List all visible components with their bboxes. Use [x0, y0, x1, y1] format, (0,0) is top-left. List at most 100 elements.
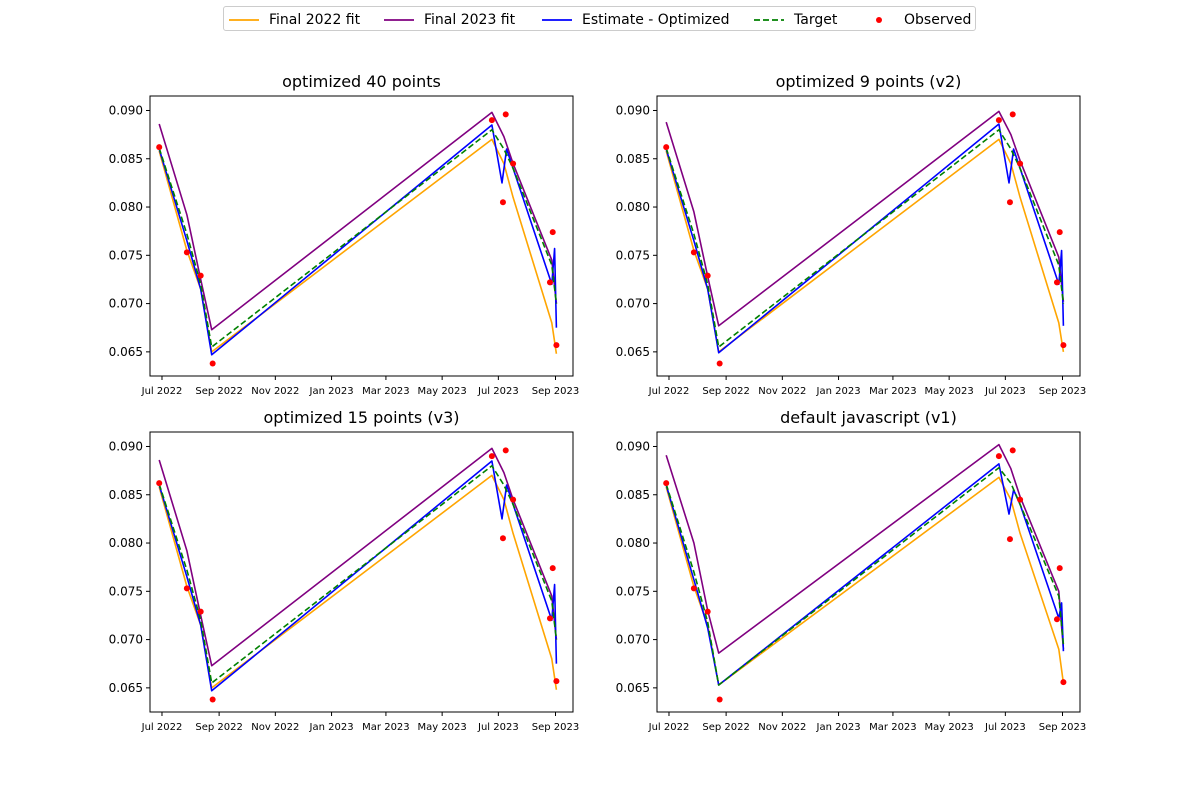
observed-point — [663, 144, 670, 151]
legend-label-estimate: Estimate - Optimized — [582, 11, 730, 28]
observed-point — [510, 496, 517, 503]
series-final-2022-fit-line — [665, 138, 1065, 353]
y-tick-label: 0.085 — [109, 152, 143, 166]
x-tick-label: Jul 2022 — [141, 722, 183, 733]
series-estimate-optimized-line — [158, 460, 558, 692]
series-estimate-optimized-line — [665, 463, 1065, 686]
observed-point — [499, 199, 506, 206]
observed-point — [488, 117, 495, 124]
series-final-2022-fit-line — [158, 138, 558, 354]
legend-label-target: Target — [794, 11, 838, 28]
legend-item-target: Target — [754, 7, 837, 32]
series-final-2023-fit-line — [158, 111, 558, 331]
plot-frame — [149, 431, 574, 713]
series-final-2022-fit-line — [158, 474, 558, 690]
observed-point — [716, 360, 723, 367]
observed-point — [1009, 111, 1016, 118]
legend-item-observed: Observed — [864, 7, 971, 32]
observed-point — [197, 608, 204, 615]
observed-point — [183, 585, 190, 592]
observed-point — [502, 447, 509, 454]
y-tick-label: 0.065 — [616, 681, 650, 695]
x-tick-label: Mar 2023 — [362, 722, 410, 733]
x-tick-label: Sep 2022 — [702, 722, 749, 733]
y-tick-label: 0.070 — [616, 297, 650, 311]
series-target-line — [665, 129, 1065, 348]
legend-label-observed: Observed — [904, 11, 972, 28]
chart-title: default javascript (v1) — [780, 408, 957, 427]
y-tick-label: 0.065 — [109, 345, 143, 359]
y-tick-label: 0.080 — [616, 200, 650, 214]
y-tick-label: 0.070 — [109, 297, 143, 311]
observed-point — [549, 565, 556, 572]
observed-point — [546, 615, 553, 622]
observed-point — [1056, 565, 1063, 572]
x-tick-label: Jul 2023 — [477, 722, 519, 733]
observed-point — [488, 453, 495, 460]
x-tick-label: Jul 2022 — [648, 386, 690, 397]
y-tick-label: 0.080 — [616, 536, 650, 550]
observed-point — [183, 249, 190, 256]
observed-point — [549, 229, 556, 236]
observed-point — [553, 342, 560, 349]
chart-title: optimized 15 points (v3) — [264, 408, 460, 427]
plot-frame — [149, 95, 574, 377]
series-final-2023-fit-line — [665, 110, 1065, 327]
observed-point — [546, 279, 553, 286]
observed-point — [1053, 616, 1060, 623]
x-tick-label: Mar 2023 — [869, 386, 917, 397]
x-tick-label: Nov 2022 — [758, 386, 806, 397]
observed-point — [1006, 199, 1013, 206]
observed-point — [1006, 536, 1013, 543]
chart-title: optimized 40 points — [282, 72, 441, 91]
chart-panel-2: optimized 9 points (v2) 0.065 0.070 0.075 0.… — [616, 72, 1087, 397]
observed-point — [1017, 160, 1024, 167]
y-tick-label: 0.065 — [109, 681, 143, 695]
observed-point — [1009, 447, 1016, 454]
x-tick-label: Sep 2023 — [1039, 722, 1086, 733]
chart-panel-4: default javascript (v1) 0.065 0.070 0.075 0.… — [616, 408, 1087, 733]
x-tick-label: Mar 2023 — [869, 722, 917, 733]
y-tick-label: 0.090 — [616, 439, 650, 453]
series-estimate-optimized-line — [158, 124, 558, 356]
observed-point — [995, 117, 1002, 124]
y-tick-label: 0.090 — [616, 103, 650, 117]
y-tick-label: 0.070 — [109, 633, 143, 647]
x-tick-label: Nov 2022 — [251, 386, 299, 397]
series-final-2023-fit-line — [665, 443, 1065, 654]
series-estimate-optimized-line — [665, 123, 1065, 354]
observed-point — [553, 678, 560, 685]
x-tick-label: Sep 2022 — [195, 386, 242, 397]
x-tick-label: Sep 2023 — [532, 386, 579, 397]
x-tick-label: Jan 2023 — [309, 722, 354, 733]
series-final-2022-fit-line — [665, 476, 1065, 686]
observed-point — [1053, 279, 1060, 286]
y-tick-label: 0.070 — [616, 633, 650, 647]
x-tick-label: Mar 2023 — [362, 386, 410, 397]
y-tick-label: 0.075 — [616, 248, 650, 262]
x-tick-label: Jan 2023 — [816, 722, 861, 733]
series-final-2023-fit-line — [158, 447, 558, 667]
observed-point — [499, 535, 506, 542]
x-tick-label: Jul 2022 — [141, 386, 183, 397]
y-tick-label: 0.085 — [109, 488, 143, 502]
observed-point — [1060, 342, 1067, 349]
x-tick-label: Sep 2023 — [532, 722, 579, 733]
y-tick-label: 0.075 — [109, 584, 143, 598]
observed-point — [156, 144, 163, 151]
observed-point — [995, 453, 1002, 460]
observed-point — [209, 696, 216, 703]
chart-panel-3: optimized 15 points (v3) 0.065 0.070 0.075 0… — [109, 408, 580, 733]
series-target-line — [665, 466, 1065, 686]
series-target-line — [158, 129, 558, 348]
observed-point — [1017, 496, 1024, 503]
x-tick-label: Jan 2023 — [816, 386, 861, 397]
x-tick-label: Jul 2022 — [648, 722, 690, 733]
y-tick-label: 0.080 — [109, 536, 143, 550]
chart-panel-1: optimized 40 points 0.065 0.070 0.075 0.080 0… — [109, 72, 580, 397]
x-tick-label: May 2023 — [417, 386, 466, 397]
plot-frame — [656, 431, 1081, 713]
y-tick-label: 0.080 — [109, 200, 143, 214]
observed-point — [1056, 229, 1063, 236]
